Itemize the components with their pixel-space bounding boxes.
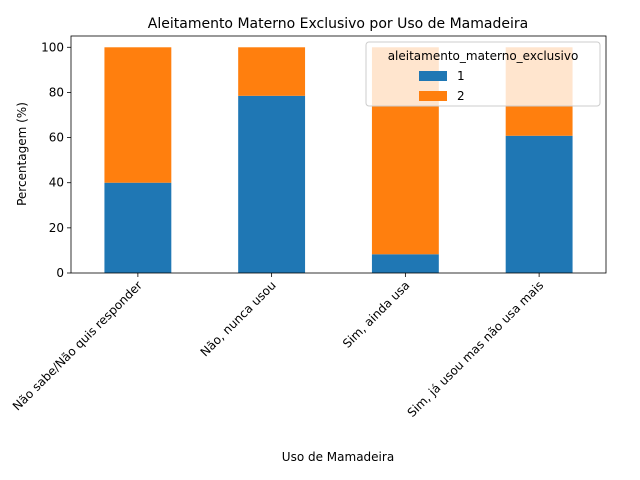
legend-swatch-1 bbox=[419, 71, 447, 81]
bar-series-1-2 bbox=[238, 95, 306, 273]
legend-title: aleitamento_materno_exclusivo bbox=[388, 49, 579, 63]
bar-series-2-1 bbox=[104, 47, 172, 183]
plot-frame bbox=[70, 35, 607, 274]
legend-box bbox=[365, 41, 601, 107]
y-tick-label: 60 bbox=[49, 131, 64, 145]
chart-title: Aleitamento Materno Exclusivo por Uso de… bbox=[148, 16, 528, 32]
x-tick-label: Sim, já usou mas não usa mais bbox=[405, 278, 547, 420]
bar-series-2-2 bbox=[238, 47, 306, 96]
bar-series-1-3 bbox=[371, 254, 439, 273]
y-tick-label: 100 bbox=[41, 40, 64, 54]
y-tick-label: 40 bbox=[49, 176, 64, 190]
x-axis-label: Uso de Mamadeira bbox=[282, 450, 394, 464]
y-tick-label: 0 bbox=[56, 266, 64, 280]
x-tick-label: Não, nunca usou bbox=[198, 278, 279, 359]
bar-series-1-4 bbox=[505, 135, 573, 273]
bar-series-1-1 bbox=[104, 182, 172, 273]
x-tick-label: Não sabe/Não quis responder bbox=[10, 278, 145, 413]
legend: aleitamento_materno_exclusivo 1 2 bbox=[365, 41, 601, 107]
x-tick-label: Sim, ainda usa bbox=[340, 278, 413, 351]
legend-swatch-2 bbox=[419, 91, 447, 101]
y-tick-label: 80 bbox=[49, 85, 64, 99]
legend-label-2: 2 bbox=[457, 89, 465, 103]
y-axis-label: Percentagem (%) bbox=[15, 102, 29, 206]
y-tick-label: 20 bbox=[49, 221, 64, 235]
legend-label-1: 1 bbox=[457, 69, 465, 83]
